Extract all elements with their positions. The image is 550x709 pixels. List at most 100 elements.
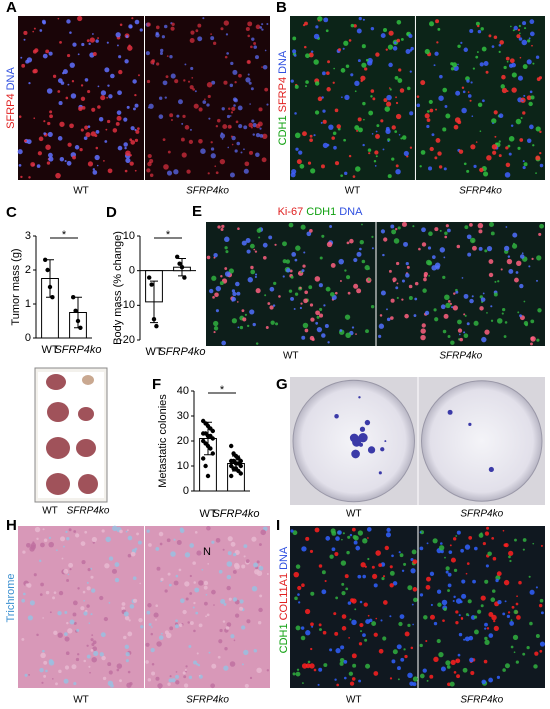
cell bbox=[88, 622, 91, 624]
cell bbox=[161, 632, 163, 635]
cell bbox=[248, 150, 254, 155]
cell bbox=[498, 113, 504, 119]
cell bbox=[97, 85, 100, 88]
cell bbox=[261, 157, 267, 163]
cell bbox=[94, 154, 100, 161]
cell bbox=[232, 97, 238, 102]
cell bbox=[227, 551, 232, 556]
cell bbox=[339, 329, 343, 332]
cell bbox=[515, 660, 519, 664]
cell bbox=[42, 649, 45, 653]
cell bbox=[252, 322, 256, 327]
cell bbox=[124, 169, 128, 173]
cell bbox=[477, 222, 484, 229]
cell bbox=[496, 675, 501, 679]
cell bbox=[124, 59, 129, 64]
cell bbox=[482, 99, 485, 103]
cell bbox=[498, 50, 501, 54]
cell bbox=[203, 601, 208, 606]
cell bbox=[301, 663, 308, 669]
cell bbox=[334, 631, 339, 636]
cell bbox=[95, 129, 100, 134]
data-point bbox=[210, 436, 215, 441]
cell bbox=[310, 622, 314, 627]
cell bbox=[179, 528, 185, 534]
cell bbox=[247, 73, 250, 76]
cell bbox=[167, 682, 171, 686]
cell bbox=[404, 313, 409, 319]
cell bbox=[129, 154, 132, 157]
cell bbox=[220, 598, 226, 605]
cell bbox=[414, 281, 419, 286]
cell bbox=[509, 621, 515, 626]
cell bbox=[474, 629, 479, 635]
cell bbox=[159, 51, 163, 55]
cell bbox=[444, 231, 448, 236]
cell bbox=[202, 100, 207, 104]
cell bbox=[107, 662, 112, 667]
cell bbox=[420, 80, 426, 86]
cell bbox=[491, 144, 498, 150]
cell bbox=[252, 133, 255, 136]
cell bbox=[195, 663, 199, 666]
cell bbox=[151, 59, 156, 63]
cell bbox=[139, 582, 142, 585]
cell bbox=[516, 260, 522, 267]
cell bbox=[383, 98, 388, 103]
cell bbox=[168, 583, 172, 587]
colony bbox=[378, 471, 382, 475]
cell bbox=[146, 610, 151, 615]
cell bbox=[58, 590, 64, 596]
cell bbox=[445, 113, 451, 119]
cell bbox=[438, 651, 444, 658]
cell bbox=[391, 659, 396, 664]
cell bbox=[305, 536, 310, 541]
cell bbox=[181, 152, 187, 158]
cell bbox=[488, 34, 492, 38]
cell bbox=[460, 41, 463, 44]
cell bbox=[539, 130, 542, 134]
cell bbox=[282, 259, 287, 264]
cell bbox=[357, 117, 362, 122]
cell bbox=[483, 61, 489, 66]
cell bbox=[139, 28, 143, 32]
cell bbox=[536, 338, 540, 342]
cell bbox=[447, 572, 452, 577]
cell bbox=[272, 304, 276, 307]
cell bbox=[378, 648, 384, 654]
cell bbox=[429, 146, 434, 152]
cell bbox=[72, 600, 78, 606]
cell bbox=[453, 595, 456, 599]
cell bbox=[535, 634, 540, 638]
cell bbox=[303, 298, 308, 304]
cell bbox=[208, 117, 211, 120]
cell bbox=[111, 568, 118, 574]
cell bbox=[235, 281, 240, 287]
cell bbox=[356, 288, 362, 294]
cell bbox=[322, 142, 329, 149]
cell bbox=[151, 663, 155, 666]
cell bbox=[428, 99, 433, 104]
cell bbox=[134, 19, 140, 25]
cell bbox=[424, 113, 430, 119]
cell bbox=[95, 39, 99, 43]
cell bbox=[305, 53, 310, 59]
cell bbox=[421, 242, 427, 247]
cell bbox=[41, 681, 44, 684]
cell bbox=[299, 163, 305, 169]
cell bbox=[288, 222, 294, 228]
cell bbox=[155, 676, 160, 681]
cell bbox=[437, 151, 442, 156]
micrograph bbox=[376, 222, 545, 346]
data-point bbox=[238, 471, 243, 476]
cell bbox=[86, 604, 90, 608]
cell bbox=[162, 138, 166, 142]
cell bbox=[436, 589, 442, 594]
cell bbox=[501, 87, 508, 94]
cell bbox=[344, 314, 351, 320]
cell bbox=[461, 593, 467, 599]
cell bbox=[353, 24, 357, 28]
cell bbox=[205, 593, 208, 596]
cell bbox=[372, 573, 378, 579]
cell bbox=[203, 585, 208, 590]
